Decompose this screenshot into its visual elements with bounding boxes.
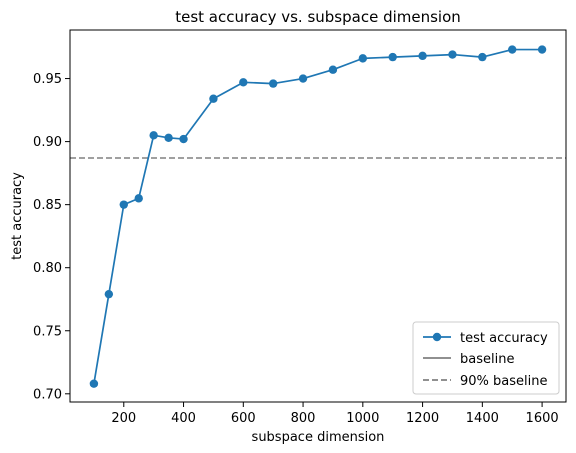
data-point xyxy=(104,289,114,299)
x-tick-label: 600 xyxy=(231,411,256,426)
x-tick-label: 200 xyxy=(111,411,136,426)
data-point xyxy=(149,131,158,140)
data-point xyxy=(418,51,427,61)
data-point xyxy=(358,54,368,63)
legend-box xyxy=(412,321,560,395)
x-tick-label: 400 xyxy=(171,411,196,426)
data-point xyxy=(448,50,457,59)
legend-marker-test-accuracy xyxy=(432,332,442,342)
x-axis-label: subspace dimension xyxy=(252,430,385,445)
x-tick-label: 1000 xyxy=(346,411,379,426)
y-tick-label: 0.80 xyxy=(33,261,62,276)
data-point xyxy=(179,134,188,144)
data-point xyxy=(388,52,397,62)
y-tick-label: 0.85 xyxy=(33,198,62,213)
chart-title: test accuracy vs. subspace dimension xyxy=(175,8,461,26)
legend-label-90-baseline: 90% baseline xyxy=(460,374,547,389)
data-point xyxy=(164,133,173,143)
plot-area xyxy=(70,45,566,388)
x-tick-label: 1600 xyxy=(526,411,559,426)
data-point xyxy=(209,94,218,103)
legend-label-test-accuracy: test accuracy xyxy=(460,331,548,346)
y-tick-label: 0.70 xyxy=(33,387,62,402)
y-axis-ticks: 0.70 0.75 0.80 0.85 0.90 0.95 xyxy=(33,72,70,402)
axes-frame xyxy=(69,29,567,403)
data-point xyxy=(537,45,547,54)
data-point xyxy=(298,74,308,83)
legend: test accuracy baseline 90% baseline xyxy=(412,321,560,395)
data-point xyxy=(119,200,128,209)
y-axis-label: test accuracy xyxy=(10,172,25,260)
data-point xyxy=(478,52,487,62)
y-tick-label: 0.75 xyxy=(33,324,62,339)
data-point xyxy=(328,65,338,74)
data-point xyxy=(239,78,248,87)
x-tick-label: 1400 xyxy=(466,411,499,426)
x-tick-label: 1200 xyxy=(406,411,439,426)
data-point xyxy=(268,79,278,88)
y-tick-label: 0.95 xyxy=(33,72,62,87)
y-tick-label: 0.90 xyxy=(33,135,62,150)
data-point xyxy=(134,194,143,203)
data-point xyxy=(89,379,99,388)
x-tick-label: 800 xyxy=(291,411,316,426)
x-axis-ticks: 200 400 600 800 1000 1200 1400 1600 xyxy=(111,402,559,426)
legend-label-baseline: baseline xyxy=(460,352,514,367)
data-point xyxy=(508,45,517,54)
